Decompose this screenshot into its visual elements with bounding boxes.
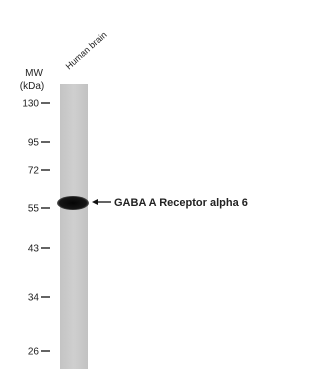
- marker-group: 130 95 72 55 43 34 26: [22, 99, 50, 358]
- band: [57, 196, 89, 210]
- marker-label: 34: [28, 293, 40, 304]
- page: {"lane": {"label": "Human brain"}, "mw_l…: [0, 0, 278, 369]
- band-arrow: [92, 199, 111, 205]
- marker-label: 26: [28, 347, 40, 358]
- marker-label: 72: [28, 166, 40, 177]
- arrow-head: [92, 199, 98, 205]
- marker-label: 130: [22, 99, 39, 110]
- lane: [60, 84, 88, 369]
- band-label: GABA A Receptor alpha 6: [114, 197, 248, 209]
- mw-label: MW: [25, 68, 43, 79]
- blot-figure: Human brain MW (kDa) 130 95 72 55 43 34 26 GAB…: [0, 0, 278, 369]
- marker-label: 55: [28, 204, 40, 215]
- marker-label: 43: [28, 244, 40, 255]
- mw-unit: (kDa): [20, 81, 44, 92]
- lane-label: Human brain: [64, 30, 109, 72]
- marker-label: 95: [28, 138, 40, 149]
